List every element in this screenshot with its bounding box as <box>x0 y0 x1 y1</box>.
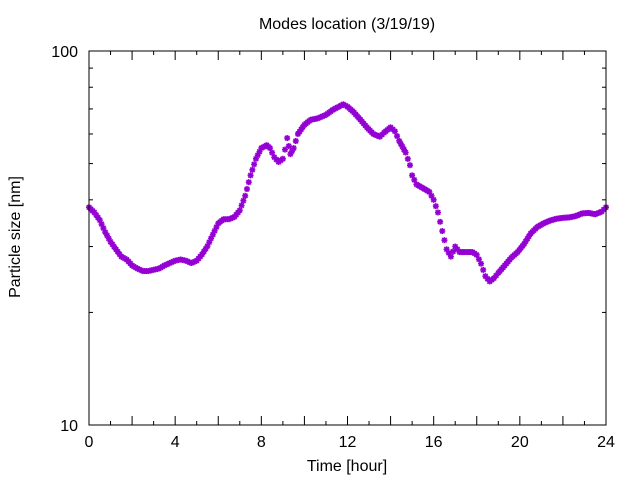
data-point <box>441 237 448 244</box>
tick-labels: 0 4 8 12 16 20 24 10 100 <box>51 44 615 451</box>
x-axis-label: Time [hour] <box>307 458 387 475</box>
data-point <box>437 218 444 225</box>
x-tick-label: 16 <box>425 434 443 451</box>
x-tick-label: 0 <box>85 434 94 451</box>
data-point <box>402 149 409 156</box>
chart-title: Modes location (3/19/19) <box>259 16 435 33</box>
data-point <box>269 149 276 156</box>
data-point <box>242 192 249 199</box>
data-point <box>284 135 291 142</box>
axes <box>88 50 607 426</box>
data-point <box>292 138 299 145</box>
data-point <box>279 155 286 162</box>
y-tick-label: 10 <box>60 418 78 435</box>
data-point <box>406 162 413 169</box>
data-point <box>249 166 256 173</box>
data-point <box>478 260 485 267</box>
data-point <box>285 143 292 150</box>
x-tick-label: 20 <box>511 434 529 451</box>
data-point <box>394 133 401 140</box>
x-tick-label: 8 <box>257 434 266 451</box>
data-point <box>266 145 273 152</box>
data-point <box>238 202 245 209</box>
data-point <box>404 155 411 162</box>
y-tick-label: 100 <box>51 44 78 61</box>
data-point <box>447 253 454 260</box>
data-points <box>86 101 609 285</box>
data-point <box>480 266 487 273</box>
data-point <box>430 196 437 203</box>
x-tick-label: 4 <box>171 434 180 451</box>
data-point <box>391 128 398 135</box>
data-point <box>236 207 243 214</box>
data-point <box>247 172 254 179</box>
y-axis-label: Particle size [nm] <box>7 176 24 298</box>
data-point <box>432 203 439 210</box>
x-tick-label: 24 <box>597 434 615 451</box>
data-point <box>434 209 441 216</box>
data-point <box>240 197 247 204</box>
data-point <box>251 161 258 168</box>
data-point <box>439 228 446 235</box>
plot-frame <box>88 50 607 426</box>
x-tick-label: 12 <box>339 434 357 451</box>
data-point <box>243 186 250 193</box>
data-point <box>290 145 297 152</box>
data-point <box>245 179 252 186</box>
